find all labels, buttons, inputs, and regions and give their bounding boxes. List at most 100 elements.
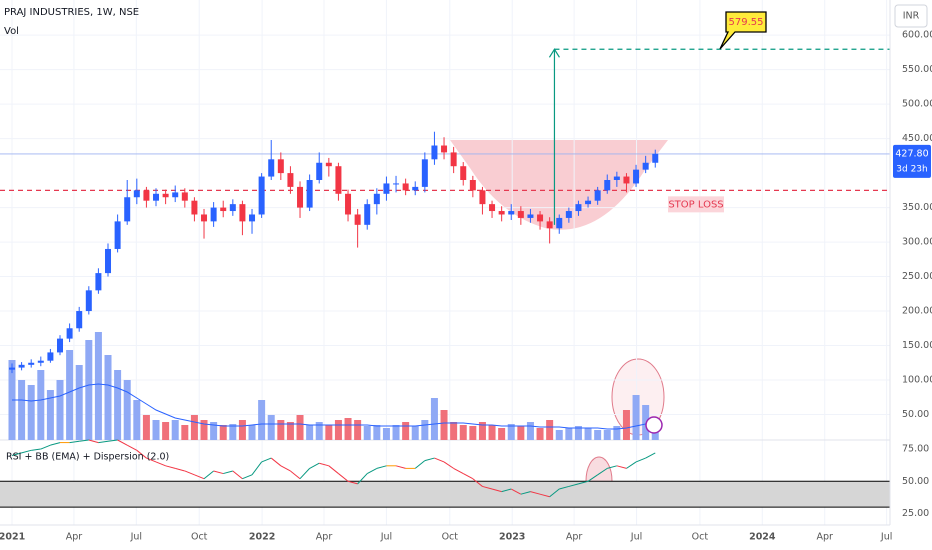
candle-body (76, 311, 83, 329)
candle-body (18, 364, 25, 368)
volume-bar (94, 332, 102, 440)
rsi-line (194, 474, 205, 480)
volume-bar (306, 425, 314, 440)
x-tick-label: 2023 (499, 532, 525, 543)
rsi-tick-label: 75.00 (902, 444, 929, 455)
candle-body (143, 190, 150, 201)
candle-body (364, 204, 371, 225)
x-tick-label: 2022 (249, 532, 275, 543)
rsi-line (530, 491, 541, 495)
last-price-badge (893, 144, 931, 178)
volume-bar (478, 422, 486, 440)
target-callout (719, 11, 767, 50)
y-tick-label: 150.00 (902, 340, 932, 351)
rsi-tick-label: 25.00 (902, 508, 929, 519)
rsi-line (146, 457, 157, 463)
rsi-line (414, 460, 426, 469)
candle-body (431, 145, 438, 160)
x-tick-label: Jul (630, 532, 642, 543)
rsi-line (645, 452, 656, 459)
rsi-line (31, 448, 41, 451)
rsi-line (136, 449, 147, 459)
candle-body (633, 169, 640, 184)
volume-bar (574, 426, 582, 440)
candle-body (162, 193, 169, 198)
rsi-line (50, 442, 61, 446)
candle-body (585, 200, 592, 205)
volume-bar (277, 420, 285, 440)
candle-body (47, 352, 54, 361)
rsi-line (213, 470, 224, 475)
candle-body (316, 162, 323, 180)
rsi-line (11, 452, 22, 456)
candle-body (268, 159, 275, 177)
candle-body (393, 183, 400, 185)
candle-body (565, 211, 572, 218)
volume-bar (536, 428, 544, 440)
alert-icon[interactable] (645, 416, 663, 434)
rsi-line (568, 483, 579, 487)
candle-body (210, 207, 217, 222)
candle-body (489, 204, 496, 212)
rsi-line (280, 465, 291, 472)
volume-bar (152, 420, 160, 440)
y-tick-label: 200.00 (902, 306, 932, 317)
volume-bar (104, 355, 112, 440)
volume-label: Vol (4, 26, 19, 37)
currency-box[interactable] (894, 4, 928, 28)
rsi-line (549, 488, 560, 498)
candle-body (306, 180, 313, 208)
candle-body (527, 214, 534, 218)
candle-body (133, 190, 140, 198)
volume-bar (142, 415, 150, 440)
candle-body (181, 192, 188, 201)
rsi-line (165, 465, 176, 469)
candle-body (373, 193, 380, 205)
volume-bar (171, 420, 179, 440)
candle-body (201, 214, 208, 222)
volume-bar (248, 425, 256, 440)
volume-bar (488, 425, 496, 440)
rsi-line (338, 473, 349, 482)
x-tick-label: Jul (130, 532, 142, 543)
volume-bar (133, 400, 141, 440)
volume-bar (46, 390, 54, 440)
volume-ma (12, 383, 656, 430)
candle-body (57, 338, 64, 353)
candle-body (623, 176, 630, 184)
volume-bar (296, 415, 304, 440)
rsi-line (117, 439, 128, 446)
volume-bar (325, 425, 333, 440)
candle-body (66, 328, 73, 339)
arrow-head (548, 48, 560, 58)
x-tick-label: Apr (66, 532, 83, 543)
candle-body (191, 200, 198, 215)
rsi-line (453, 467, 464, 474)
rsi-line (597, 467, 608, 476)
rsi-line (376, 465, 387, 469)
rsi-line (88, 439, 99, 444)
rsi-line (98, 440, 109, 444)
candle-body (613, 176, 620, 180)
rsi-line (501, 488, 512, 493)
volume-bar (622, 410, 630, 440)
candle-body (575, 204, 582, 212)
rsi-line (309, 462, 320, 469)
last-price-label: 427.80 (895, 148, 928, 159)
candle-body (402, 183, 409, 191)
y-tick-label: 500.00 (902, 99, 932, 110)
rsi-line (443, 461, 454, 469)
candle-body (153, 193, 160, 201)
rsi-line (347, 480, 358, 485)
rsi-line (559, 485, 569, 490)
candle-body (85, 290, 92, 312)
rsi-line (107, 439, 118, 442)
volume-bar (258, 400, 266, 440)
candle-body (325, 162, 332, 167)
volume-bar (210, 422, 218, 440)
rsi-line (424, 457, 435, 462)
x-tick-label: Jul (880, 532, 892, 543)
candle-body (249, 214, 256, 222)
rsi-line (328, 465, 339, 474)
volume-bar (181, 425, 189, 440)
